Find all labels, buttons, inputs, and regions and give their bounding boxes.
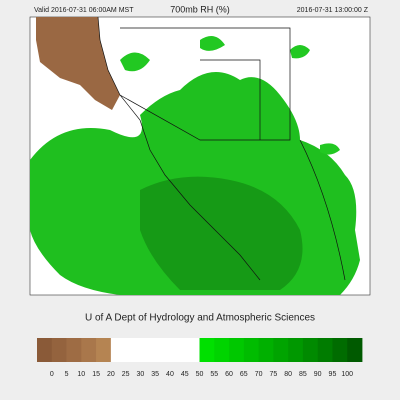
colorbar-swatch bbox=[199, 338, 215, 362]
colorbar-label: 25 bbox=[122, 371, 130, 378]
colorbar-label: 20 bbox=[107, 371, 115, 378]
colorbar-label: 95 bbox=[329, 371, 337, 378]
borders bbox=[97, 16, 346, 281]
colorbar-swatch bbox=[214, 338, 230, 362]
colorbar-swatch bbox=[243, 338, 259, 362]
colorbar-swatch bbox=[169, 338, 186, 362]
map bbox=[29, 16, 371, 296]
colorbar-label: 80 bbox=[284, 371, 292, 378]
colorbar: 0 5 10 15 20 25 30 35 40 45 50 55 60 65 70 75 80 85 90 95 10… bbox=[37, 338, 363, 378]
colorbar-swatch bbox=[288, 338, 304, 362]
map-title: 700mb RH (%) bbox=[170, 4, 230, 14]
colorbar-swatch bbox=[66, 338, 82, 362]
colorbar-label: 10 bbox=[77, 371, 85, 378]
dry-region bbox=[36, 17, 120, 110]
colorbar-swatch bbox=[347, 338, 363, 362]
colorbar-label: 40 bbox=[166, 371, 174, 378]
colorbar-label: 45 bbox=[181, 371, 189, 378]
colorbar-label: 60 bbox=[225, 371, 233, 378]
colorbar-swatch bbox=[258, 338, 274, 362]
colorbar-swatch bbox=[110, 338, 127, 362]
colorbar-label: 50 bbox=[196, 371, 204, 378]
colorbar-swatch bbox=[273, 338, 289, 362]
colorbar-swatch bbox=[140, 338, 156, 362]
moist-core bbox=[140, 176, 303, 290]
colorbar-swatch bbox=[332, 338, 348, 362]
colorbar-label: 75 bbox=[269, 371, 277, 378]
colorbar-swatch bbox=[184, 338, 200, 362]
colorbar-label: 30 bbox=[137, 371, 145, 378]
colorbar-swatch bbox=[229, 338, 245, 362]
colorbar-swatch bbox=[96, 338, 112, 362]
colorbar-swatch bbox=[302, 338, 319, 362]
colorbar-swatch bbox=[317, 338, 333, 362]
colorbar-swatch bbox=[51, 338, 67, 362]
model-time: 2016-07-31 13:00:00 Z bbox=[297, 7, 369, 14]
colorbar-label: 90 bbox=[314, 371, 322, 378]
colorbar-label: 70 bbox=[255, 371, 263, 378]
colorbar-label: 15 bbox=[92, 371, 100, 378]
colorbar-label: 55 bbox=[210, 371, 218, 378]
colorbar-swatch bbox=[155, 338, 171, 362]
colorbar-swatch bbox=[37, 338, 53, 362]
colorbar-label: 85 bbox=[299, 371, 307, 378]
valid-time: Valid 2016-07-31 06:00AM MST bbox=[34, 7, 134, 14]
colorbar-label: 100 bbox=[341, 371, 353, 378]
colorbar-label: 5 bbox=[65, 371, 69, 378]
colorbar-label: 0 bbox=[50, 371, 54, 378]
colorbar-swatch bbox=[81, 338, 97, 362]
colorbar-label: 35 bbox=[151, 371, 159, 378]
colorbar-label: 65 bbox=[240, 371, 248, 378]
footer: U of A Dept of Hydrology and Atmospheric… bbox=[85, 313, 315, 324]
colorbar-swatch bbox=[125, 338, 141, 362]
